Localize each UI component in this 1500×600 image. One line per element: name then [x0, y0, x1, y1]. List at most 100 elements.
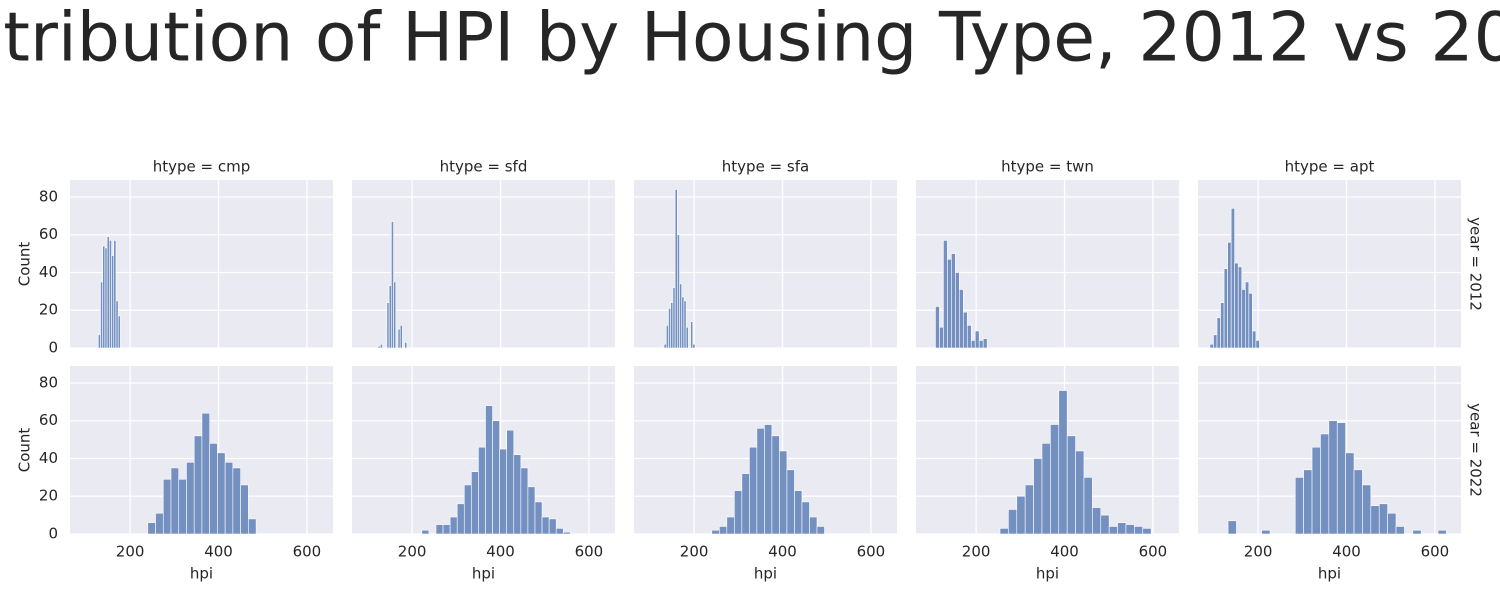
x-tick-label: 600	[1421, 543, 1450, 561]
chart-title: Distribution of HPI by Housing Type, 201…	[0, 0, 1500, 78]
x-axis-label: hpi	[1318, 565, 1341, 583]
panel	[634, 366, 897, 535]
bar	[970, 340, 976, 349]
bar	[978, 340, 984, 349]
bar	[1311, 446, 1321, 535]
x-tick-label: 600	[293, 543, 322, 561]
bar	[478, 446, 486, 535]
bar	[388, 285, 392, 349]
bar	[1066, 435, 1076, 535]
bar	[1412, 529, 1422, 535]
bar	[97, 334, 101, 349]
bar	[117, 315, 121, 349]
x-tick-label: 200	[1244, 543, 1273, 561]
x-tick-label: 200	[680, 543, 709, 561]
bar	[1016, 495, 1026, 535]
bar	[801, 501, 810, 535]
bar	[1237, 266, 1243, 349]
x-tick-label: 400	[486, 543, 515, 561]
bar	[248, 518, 257, 535]
bar	[201, 412, 210, 535]
bar	[943, 240, 948, 349]
bar	[379, 343, 383, 349]
bar	[393, 281, 397, 349]
bar	[982, 338, 988, 349]
x-tick-label: 400	[1332, 543, 1361, 561]
y-tick-label: 0	[48, 525, 58, 543]
bar	[115, 300, 119, 349]
bar	[1058, 390, 1068, 535]
y-tick-label: 60	[39, 411, 58, 429]
bar	[541, 516, 550, 535]
bar	[217, 452, 226, 535]
bar	[1252, 330, 1257, 349]
bar	[391, 221, 394, 349]
x-tick-label: 200	[116, 543, 145, 561]
bar	[1328, 420, 1338, 535]
bar	[779, 450, 788, 535]
bar	[1041, 443, 1051, 535]
x-tick-label: 200	[962, 543, 991, 561]
bar	[456, 503, 465, 535]
bar	[1248, 292, 1253, 349]
bar	[224, 461, 234, 535]
bar	[1134, 526, 1144, 535]
bar	[100, 281, 104, 349]
bar	[178, 478, 187, 535]
panel	[634, 180, 897, 349]
bar	[966, 325, 972, 349]
bar	[147, 522, 156, 535]
panel	[352, 366, 615, 535]
y-tick-label: 80	[39, 373, 58, 391]
x-tick-label: 400	[1050, 543, 1079, 561]
bar	[690, 321, 694, 349]
bar	[1227, 520, 1237, 535]
bar	[1050, 424, 1060, 535]
column-title: htype = twn	[1001, 158, 1094, 176]
bar	[959, 289, 964, 349]
bar	[955, 272, 960, 349]
bar	[240, 484, 249, 535]
bar	[1437, 529, 1447, 535]
bar	[665, 325, 669, 349]
panel	[1198, 180, 1461, 349]
bar	[377, 345, 381, 349]
bar	[711, 529, 720, 535]
panel	[352, 180, 615, 349]
y-tick-label: 80	[39, 187, 58, 205]
panel	[916, 180, 1179, 349]
bar	[162, 478, 172, 535]
bar	[485, 405, 493, 535]
column-title: htype = apt	[1285, 158, 1375, 176]
bar	[1320, 433, 1330, 535]
bar	[1303, 469, 1313, 535]
bar	[951, 253, 956, 349]
panel	[70, 180, 333, 349]
bar	[756, 427, 765, 535]
bar	[1294, 477, 1304, 535]
bar	[1378, 503, 1388, 535]
bar	[1075, 450, 1085, 535]
bar	[1008, 509, 1018, 535]
x-axis-label: hpi	[754, 565, 777, 583]
bar	[668, 308, 671, 349]
bar	[681, 296, 685, 349]
bar	[1209, 343, 1214, 349]
bar	[1142, 528, 1152, 535]
bar	[1100, 514, 1110, 535]
bar	[935, 306, 940, 349]
column-title: htype = sfd	[440, 158, 528, 176]
bar	[155, 512, 164, 535]
bar	[109, 240, 112, 349]
bar	[816, 526, 825, 535]
bar	[555, 528, 564, 535]
bar	[421, 529, 430, 535]
row-title: year = 2022	[1467, 403, 1485, 497]
bar	[1024, 484, 1034, 535]
bar	[741, 473, 750, 535]
row-title: year = 2012	[1467, 217, 1485, 311]
bar	[1216, 317, 1221, 349]
bar	[449, 516, 458, 535]
bar	[1213, 334, 1218, 349]
y-tick-label: 0	[48, 339, 58, 357]
